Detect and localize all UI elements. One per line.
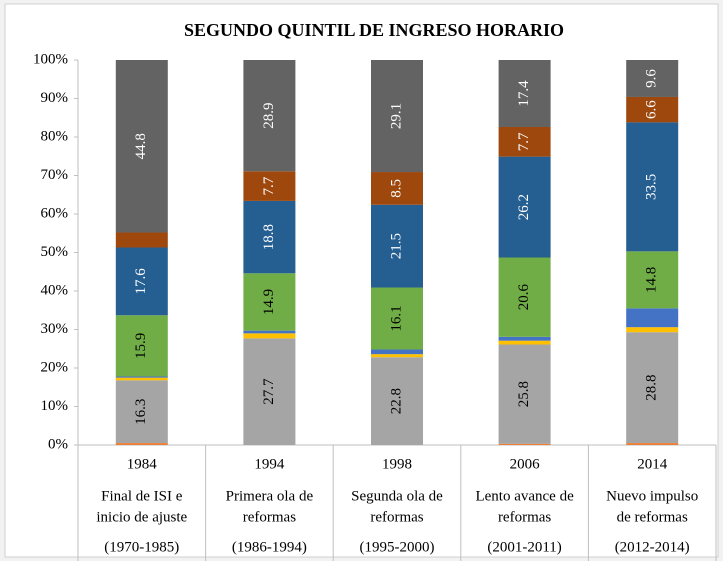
bar-segment bbox=[371, 60, 423, 173]
bar-segment bbox=[498, 126, 551, 157]
x-tick-label: 1994 bbox=[254, 456, 285, 472]
y-tick-label: 10% bbox=[41, 398, 69, 414]
bar-segment bbox=[243, 273, 296, 331]
bar-segment bbox=[626, 122, 679, 252]
bar-segment bbox=[498, 60, 551, 127]
value-label: 18.8 bbox=[261, 224, 277, 250]
bar-segment bbox=[243, 330, 296, 334]
category-description: de reformas bbox=[617, 509, 688, 525]
category-period: (1970-1985) bbox=[104, 539, 179, 555]
value-label: 9.6 bbox=[644, 69, 660, 88]
bar-segment bbox=[498, 443, 551, 445]
bar-segment bbox=[498, 156, 551, 258]
category-description: reformas bbox=[498, 509, 551, 525]
y-tick-label: 30% bbox=[41, 321, 69, 337]
bar-segment bbox=[115, 443, 168, 445]
x-tick-label: 1998 bbox=[382, 456, 412, 472]
category-period: (2001-2011) bbox=[487, 539, 561, 555]
value-label: 8.5 bbox=[388, 179, 404, 198]
category-description: Lento avance de bbox=[475, 488, 574, 504]
category-description: reformas bbox=[370, 509, 423, 525]
category-description: Primera ola de bbox=[226, 488, 314, 504]
bar-segment bbox=[115, 247, 168, 316]
category-description: Nuevo impulso bbox=[606, 488, 698, 504]
y-tick-label: 0% bbox=[48, 436, 68, 452]
bar-segment bbox=[498, 257, 551, 337]
bar-segment bbox=[371, 172, 423, 205]
bar-segment bbox=[371, 354, 423, 358]
x-tick-label: 2014 bbox=[637, 456, 668, 472]
bar-segment bbox=[371, 204, 423, 288]
bar-segment bbox=[243, 333, 296, 339]
value-label: 29.1 bbox=[388, 103, 404, 129]
value-label: 14.9 bbox=[261, 289, 277, 315]
y-tick-label: 50% bbox=[41, 244, 69, 260]
bar-segment bbox=[243, 200, 296, 274]
bar-segment bbox=[371, 287, 423, 350]
y-tick-label: 100% bbox=[33, 51, 68, 67]
y-tick-label: 40% bbox=[41, 282, 69, 298]
value-label: 33.5 bbox=[644, 174, 660, 200]
bar-segment bbox=[626, 308, 679, 328]
category-description: Final de ISI e bbox=[101, 488, 183, 504]
value-label: 14.8 bbox=[644, 267, 660, 293]
value-label: 16.1 bbox=[388, 305, 404, 331]
chart-area bbox=[4, 3, 719, 558]
bar-segment bbox=[115, 377, 168, 381]
bar-segment bbox=[626, 327, 679, 333]
value-label: 16.3 bbox=[133, 399, 149, 425]
x-tick-label: 2006 bbox=[510, 456, 541, 472]
bar-segment bbox=[243, 171, 296, 201]
value-label: 7.7 bbox=[261, 176, 277, 195]
bar-segment bbox=[626, 96, 679, 123]
bar-segment bbox=[243, 60, 296, 172]
value-label: 26.2 bbox=[516, 194, 532, 220]
category-description: reformas bbox=[243, 509, 296, 525]
value-label: 22.8 bbox=[388, 388, 404, 414]
bar-segment bbox=[498, 340, 551, 345]
bar-segment bbox=[498, 344, 551, 444]
value-label: 28.9 bbox=[261, 103, 277, 129]
value-label: 6.6 bbox=[644, 100, 660, 119]
bar-segment bbox=[371, 349, 423, 355]
bar-segment bbox=[626, 60, 679, 97]
value-label: 44.8 bbox=[133, 133, 149, 159]
category-period: (2012-2014) bbox=[615, 539, 690, 555]
x-tick-label: 1984 bbox=[127, 456, 158, 472]
category-description: inicio de ajuste bbox=[96, 509, 187, 525]
value-label: 15.9 bbox=[133, 333, 149, 359]
bar-segment bbox=[498, 336, 551, 341]
y-tick-label: 70% bbox=[41, 167, 69, 183]
bar-segment bbox=[626, 443, 679, 445]
bar-segment bbox=[115, 380, 168, 444]
y-tick-label: 60% bbox=[41, 205, 69, 221]
bar-segment bbox=[115, 376, 168, 378]
bar-segment bbox=[243, 338, 296, 445]
y-tick-label: 90% bbox=[41, 90, 69, 106]
value-label: 27.7 bbox=[261, 378, 277, 405]
value-label: 28.8 bbox=[644, 375, 660, 401]
y-tick-label: 80% bbox=[41, 128, 69, 144]
bar-segment bbox=[115, 232, 168, 248]
category-period: (1986-1994) bbox=[232, 539, 307, 555]
y-tick-label: 20% bbox=[41, 359, 69, 375]
value-label: 7.7 bbox=[516, 132, 532, 151]
bar-segment bbox=[115, 315, 168, 377]
value-label: 21.5 bbox=[388, 233, 404, 259]
bar-segment bbox=[626, 332, 679, 444]
chart-title: SEGUNDO QUINTIL DE INGRESO HORARIO bbox=[184, 20, 564, 40]
category-description: Segunda ola de bbox=[351, 488, 443, 504]
value-label: 17.6 bbox=[133, 268, 149, 295]
bar-segment bbox=[115, 60, 168, 233]
bar-segment bbox=[626, 251, 679, 309]
value-label: 17.4 bbox=[516, 80, 532, 107]
bar-segment bbox=[371, 357, 423, 445]
value-label: 25.8 bbox=[516, 381, 532, 407]
value-label: 20.6 bbox=[516, 284, 532, 311]
category-period: (1995-2000) bbox=[360, 539, 435, 555]
